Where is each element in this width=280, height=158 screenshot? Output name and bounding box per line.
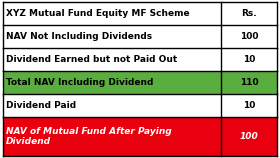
Text: Total NAV Including Dividend: Total NAV Including Dividend <box>6 78 153 87</box>
Text: Dividend Paid: Dividend Paid <box>6 101 76 110</box>
Text: 10: 10 <box>243 101 255 110</box>
Text: XYZ Mutual Fund Equity MF Scheme: XYZ Mutual Fund Equity MF Scheme <box>6 9 190 18</box>
Bar <box>3 71 277 94</box>
Text: 110: 110 <box>240 78 258 87</box>
Text: NAV of Mutual Fund After Paying
Dividend: NAV of Mutual Fund After Paying Dividend <box>6 127 172 146</box>
Bar <box>3 2 277 25</box>
Text: 10: 10 <box>243 55 255 64</box>
Bar <box>3 25 277 48</box>
Text: Dividend Earned but not Paid Out: Dividend Earned but not Paid Out <box>6 55 178 64</box>
Text: 100: 100 <box>240 132 258 141</box>
Text: NAV Not Including Dividends: NAV Not Including Dividends <box>6 32 152 41</box>
Bar <box>3 117 277 156</box>
Text: 100: 100 <box>240 32 258 41</box>
Bar <box>3 48 277 71</box>
Text: Rs.: Rs. <box>241 9 257 18</box>
Bar <box>3 94 277 117</box>
